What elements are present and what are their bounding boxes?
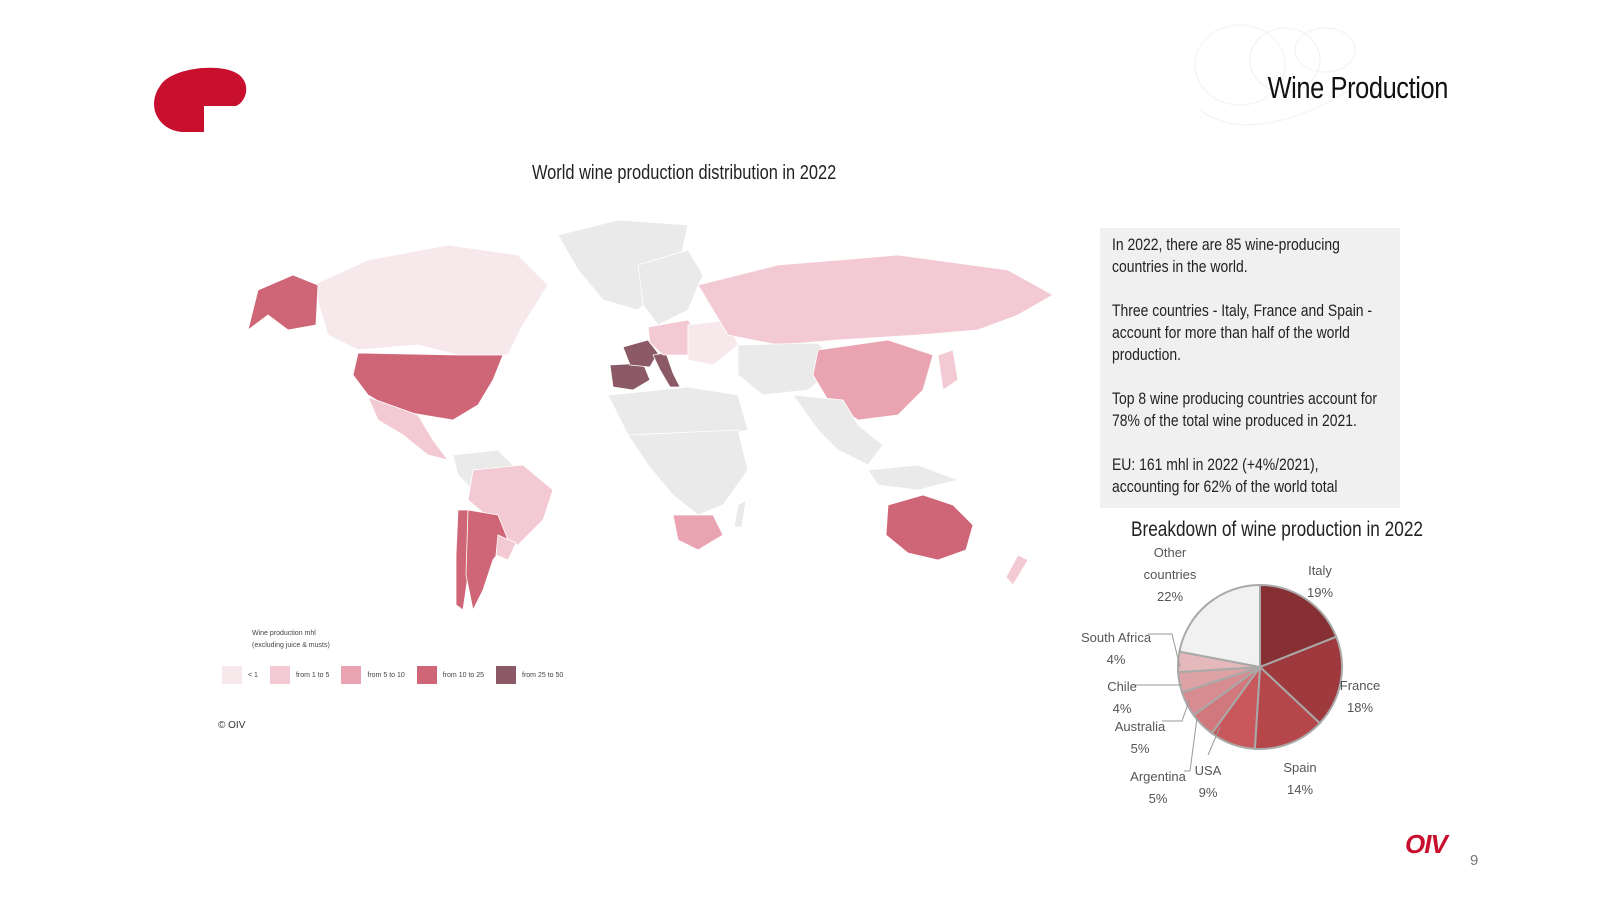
map-region-mexico	[367, 396, 449, 461]
pie-label-argentina: Argentina 5%	[1130, 769, 1186, 806]
pie-leader-line	[1148, 633, 1181, 668]
map-region-central-africa	[627, 429, 749, 516]
pie-label-chile: Chile 4%	[1107, 679, 1137, 716]
pie-label-australia: Australia 5%	[1115, 719, 1166, 756]
pie-leader-line	[1207, 726, 1221, 756]
legend-swatch	[416, 666, 437, 684]
legend-item: from 5 to 10	[341, 666, 405, 684]
legend-label: < 1	[248, 671, 258, 679]
map-region-japan	[937, 349, 959, 391]
pie-leader-line	[1162, 700, 1190, 722]
map-copyright: © OIV	[218, 720, 246, 731]
watermark-icon	[1194, 24, 1356, 126]
map-region-alaska	[247, 274, 319, 331]
map-region-new-zealand	[1005, 554, 1029, 586]
map-region-australia	[885, 494, 974, 561]
map-region-argentina	[465, 509, 509, 612]
pie-label-italy: Italy 19%	[1307, 563, 1333, 600]
map-legend: Wine production mhl (excluding juice & m…	[222, 628, 563, 688]
map-title: World wine production distribution in 20…	[532, 162, 837, 184]
legend-item: from 25 to 50	[496, 666, 563, 684]
map-region-south-africa	[672, 514, 724, 551]
map-region-italy	[652, 352, 681, 388]
oiv-logo: OIV	[1405, 829, 1448, 859]
map-region-south-asia	[792, 394, 884, 466]
slide-title: Wine Production	[1267, 70, 1449, 105]
legend-label: from 1 to 5	[295, 671, 330, 679]
legend-label: from 10 to 25	[442, 671, 485, 679]
legend-title: Wine production mhl (excluding juice & m…	[252, 630, 330, 649]
legend-swatch	[341, 666, 362, 684]
map-region-france	[622, 339, 659, 368]
legend-swatch	[222, 666, 242, 684]
pie-label-usa: USA 9%	[1195, 763, 1222, 800]
map-region-central-asia	[737, 342, 839, 396]
legend-item: from 1 to 5	[269, 666, 330, 684]
info-paragraph-1: In 2022, there are 85 wine-producing cou…	[1112, 235, 1340, 276]
pie-chart-title: Breakdown of wine production in 2022	[1131, 518, 1423, 541]
pie-label-spain: Spain 14%	[1283, 760, 1316, 797]
legend-label: from 5 to 10	[367, 671, 405, 679]
pie-slice-other-countries	[1178, 583, 1261, 669]
pie-leader-line	[1184, 717, 1198, 772]
info-paragraph-2: Three countries - Italy, France and Spai…	[1112, 301, 1373, 364]
legend-item: from 10 to 25	[416, 666, 485, 684]
map-region-madagascar	[733, 499, 747, 528]
info-box: In 2022, there are 85 wine-producing cou…	[1100, 228, 1400, 508]
legend-swatch	[269, 666, 290, 684]
map-region-canada	[312, 244, 549, 356]
logo-blob-icon	[154, 67, 247, 132]
map-region-iberia	[609, 362, 651, 391]
map-region-indonesia	[867, 464, 960, 491]
pie-chart: Italy 19% France 18% Spain 14% USA 9% Argentina 5…	[1081, 545, 1380, 806]
pie-label-other-countries: Other countries 22%	[1144, 545, 1197, 604]
legend-row: < 1 from 1 to 5 from 5 to 10 from 10 to 25 f…	[222, 666, 575, 684]
map-region-brazil	[467, 464, 554, 546]
map-region-russia	[697, 254, 1054, 346]
page-number: 9	[1470, 852, 1479, 869]
pie-slice-italy	[1259, 583, 1338, 669]
map-region-usa	[352, 352, 504, 421]
info-paragraph-4: EU: 161 mhl in 2022 (+4%/2021), accounti…	[1112, 455, 1338, 496]
pie-slice-spain	[1253, 664, 1322, 750]
map-region-scandinavia	[637, 249, 704, 326]
map-region-uruguay	[495, 534, 517, 561]
legend-swatch	[496, 666, 517, 684]
pie-label-south-africa: South Africa 4%	[1081, 630, 1152, 667]
world-map	[218, 215, 1088, 635]
info-paragraph-3: Top 8 wine producing countries account f…	[1112, 389, 1378, 430]
pie-slice-france	[1258, 635, 1343, 725]
pie-label-france: France 18%	[1340, 678, 1380, 715]
legend-label: from 25 to 50	[522, 671, 564, 679]
legend-item: < 1	[222, 666, 258, 684]
